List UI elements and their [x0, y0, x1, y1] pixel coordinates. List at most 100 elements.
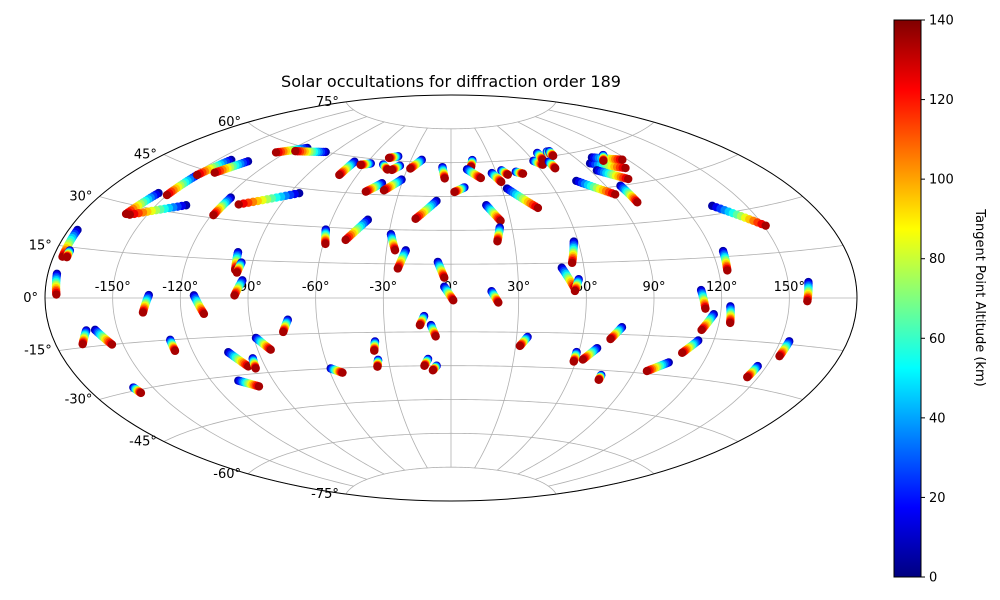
track-point [606, 334, 615, 344]
occultation-track [415, 311, 429, 330]
occultation-track [598, 150, 608, 166]
track-point [279, 327, 288, 337]
track-point [291, 146, 300, 156]
lon-tick-label: 90° [642, 280, 665, 295]
occultation-track [166, 335, 180, 356]
track-point [234, 200, 243, 209]
track-point [78, 339, 87, 349]
track-point [266, 345, 275, 354]
occultation-track [326, 364, 347, 377]
latitude-tick-labels: -75°-60°-45°-30°-15°0°15°30°45°60°75° [23, 95, 339, 502]
track-point [210, 168, 219, 177]
track-point [199, 309, 209, 319]
colorbar: 0 20 40 60 80 100 120 140 Tangent Point Altitud… [893, 14, 987, 586]
occultation-track [428, 361, 441, 375]
track-point [379, 186, 389, 195]
occultation-track [129, 383, 146, 398]
occultation-track [708, 201, 770, 230]
lat-tick-label: -15° [24, 344, 52, 359]
occultation-track [162, 170, 202, 200]
lon-tick-label: 120° [706, 280, 737, 295]
meridian-line [517, 121, 655, 475]
track-point [533, 203, 543, 213]
occultation-track [379, 175, 406, 195]
track-point [356, 160, 365, 170]
track-point [125, 210, 135, 219]
track-point [406, 164, 415, 173]
colorbar-tick-label: 100 [929, 173, 954, 188]
track-point [271, 148, 281, 157]
track-point [594, 375, 603, 385]
meridian-line [535, 116, 723, 480]
track-point [450, 187, 459, 197]
occultation-track [248, 354, 260, 373]
occultation-track [578, 343, 602, 364]
occultation-track [210, 157, 253, 177]
lon-tick-label: 150° [774, 280, 805, 295]
track-point [618, 155, 627, 164]
occultation-track [78, 326, 91, 349]
colorbar-gradient [893, 19, 922, 578]
occultation-track [386, 230, 400, 255]
track-point [428, 366, 438, 375]
track-point [335, 170, 344, 180]
colorbar-tick-label: 40 [929, 411, 946, 426]
occultation-track [251, 333, 275, 354]
occultation-track [616, 181, 642, 207]
occultation-track [411, 196, 441, 223]
occultation-track [696, 285, 710, 313]
track-point [697, 325, 706, 335]
track-point [107, 340, 117, 349]
occultation-tracks [51, 143, 813, 398]
occultation-track [606, 322, 627, 344]
meridian-line [247, 121, 385, 475]
track-point [518, 169, 528, 178]
colorbar-label: Tangent Point Altitude (km) [972, 208, 987, 386]
track-point [361, 187, 371, 196]
occultation-track [224, 348, 253, 371]
track-point [723, 266, 732, 275]
occultation-track [291, 146, 330, 157]
occultation-track [62, 246, 75, 262]
occultation-track [232, 258, 246, 277]
track-point [497, 177, 506, 187]
colorbar-tick-label: 140 [929, 14, 954, 29]
occultation-track [234, 189, 304, 209]
occultation-track [361, 179, 387, 196]
occultation-track [373, 355, 383, 371]
occultation-track [230, 276, 247, 300]
occultation-track [335, 157, 359, 180]
track-point [384, 153, 394, 163]
occultation-track [594, 370, 606, 385]
occultation-track [387, 161, 405, 175]
lat-tick-label: -60° [213, 467, 241, 482]
track-point [496, 216, 505, 225]
track-point [567, 258, 577, 268]
parallel-line [345, 466, 557, 495]
track-point [494, 298, 503, 307]
track-point [578, 355, 588, 364]
track-point [493, 237, 502, 246]
lat-tick-label: -45° [129, 435, 157, 450]
parallel-line [345, 101, 557, 130]
occultation-track [487, 168, 506, 187]
chart-title: Solar occultations for diffraction order… [281, 72, 621, 91]
occultation-track [466, 155, 477, 172]
track-point [677, 348, 687, 358]
track-point [642, 366, 652, 376]
track-point [411, 214, 420, 223]
colorbar-ticks: 0 20 40 60 80 100 120 140 [921, 14, 954, 586]
occultation-track [493, 223, 504, 246]
occultation-track [725, 302, 735, 328]
occultation-track [51, 269, 62, 299]
track-point [431, 332, 440, 341]
track-point [548, 151, 558, 161]
occultation-track [209, 193, 235, 220]
occultation-track [592, 166, 633, 184]
lon-tick-label: -150° [95, 280, 131, 295]
occultation-track [697, 310, 718, 335]
occultation-track [569, 347, 581, 366]
meridian-line [315, 125, 406, 471]
track-point [803, 296, 812, 306]
